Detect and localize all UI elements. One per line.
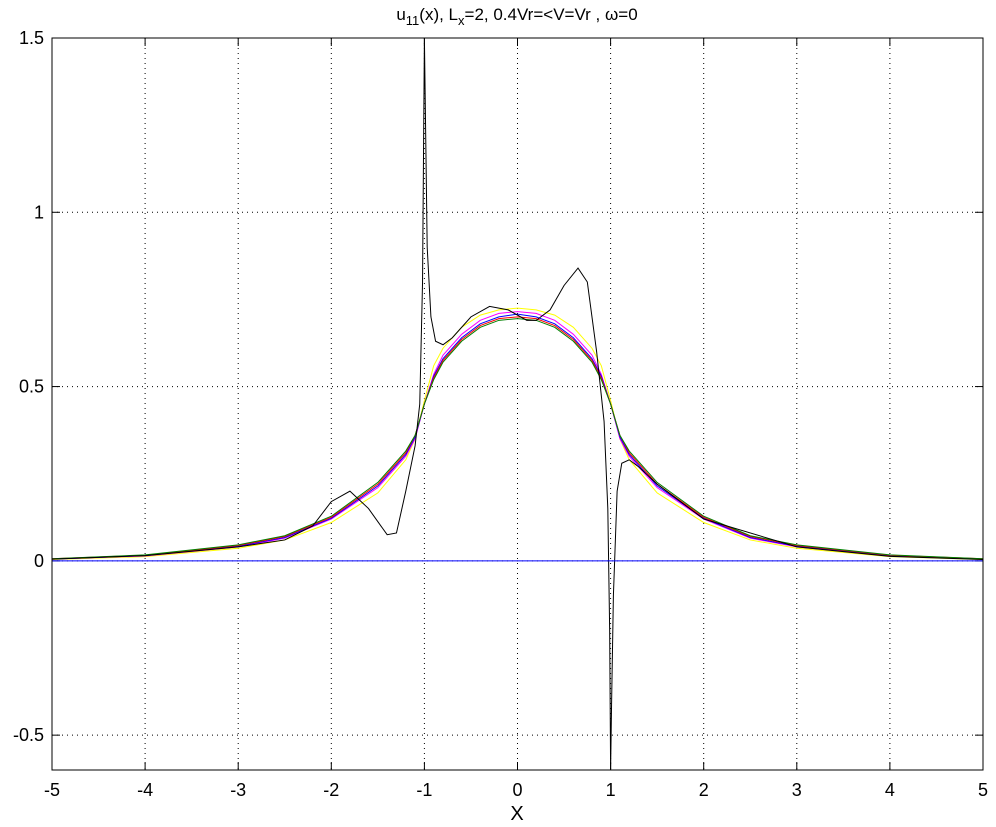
y-tick-label: 1 (34, 202, 44, 222)
title-part: =2, 0.4Vr=<V=Vr , ω=0 (465, 5, 638, 24)
data-line (52, 38, 983, 770)
y-tick-label: 0.5 (19, 377, 44, 397)
title-part: u (396, 5, 405, 24)
x-tick-label: -2 (323, 780, 339, 800)
title-part: 11 (406, 13, 420, 28)
x-tick-label: -1 (416, 780, 432, 800)
title-part: (x), L (419, 5, 458, 24)
x-tick-label: -4 (137, 780, 153, 800)
data-line (52, 313, 983, 560)
title-part: x (458, 13, 465, 28)
y-tick-label: 1.5 (19, 28, 44, 48)
x-tick-label: -3 (230, 780, 246, 800)
x-tick-label: 3 (792, 780, 802, 800)
x-tick-label: -5 (44, 780, 60, 800)
data-line (52, 318, 983, 560)
x-tick-label: 0 (512, 780, 522, 800)
data-line (52, 311, 983, 560)
x-tick-label: 5 (978, 780, 988, 800)
x-axis-label: X (510, 803, 523, 825)
x-tick-label: 1 (606, 780, 616, 800)
y-tick-label: 0 (34, 551, 44, 571)
x-tick-label: 4 (885, 780, 895, 800)
axes-box (51, 37, 984, 771)
x-tick-label: 2 (699, 780, 709, 800)
chart-title: u11(x), Lx=2, 0.4Vr=<V=Vr , ω=0 (396, 5, 637, 28)
plot-lines (52, 38, 983, 770)
y-tick-label: -0.5 (13, 725, 44, 745)
